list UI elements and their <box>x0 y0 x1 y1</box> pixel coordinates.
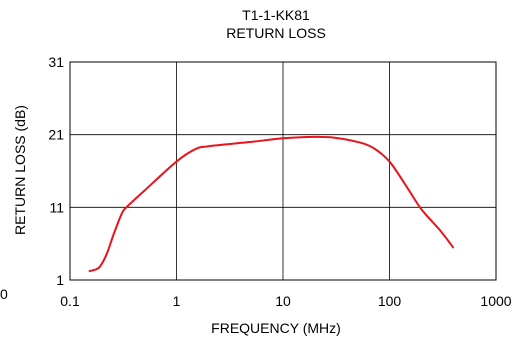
x-tick-label: 10 <box>275 293 291 309</box>
y-axis-label: RETURN LOSS (dB) <box>12 105 28 235</box>
y-tick-label: 31 <box>48 54 64 70</box>
return-loss-series-line <box>88 135 455 273</box>
chart-title: T1-1-KK81 <box>242 7 310 23</box>
series-group <box>88 135 455 273</box>
y-tick-label: 21 <box>48 127 64 143</box>
stray-label: 0 <box>0 286 8 302</box>
x-tick-label: 100 <box>378 293 402 309</box>
x-tick-label: 0.1 <box>60 293 80 309</box>
x-tick-label: 1000 <box>480 293 511 309</box>
chart-subtitle: RETURN LOSS <box>226 25 326 41</box>
y-tick-label: 11 <box>49 199 64 215</box>
plot-frame <box>69 61 497 281</box>
x-axis-label: FREQUENCY (MHz) <box>211 320 341 336</box>
grid-lines <box>70 62 496 280</box>
y-tick-label: 1 <box>56 272 64 288</box>
x-tick-label: 1 <box>173 293 181 309</box>
